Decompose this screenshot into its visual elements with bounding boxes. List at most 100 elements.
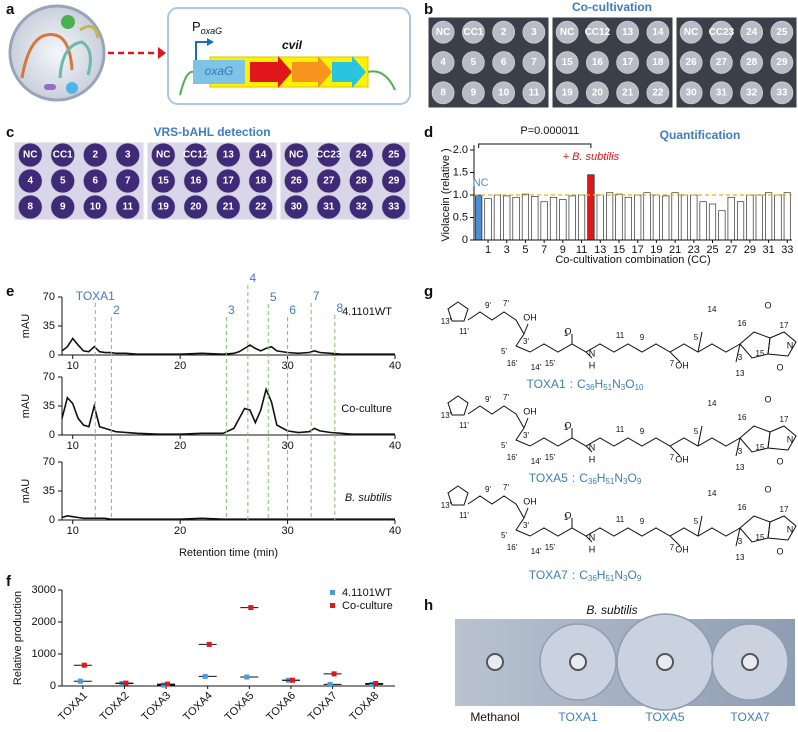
well	[709, 81, 733, 105]
well	[17, 168, 43, 194]
atom-label: 13	[736, 369, 745, 378]
separator: :	[572, 568, 575, 582]
bar	[568, 195, 576, 241]
peak-label: TOXA1	[76, 289, 115, 303]
well	[50, 194, 76, 220]
well-label: 31	[716, 87, 728, 98]
well	[17, 142, 43, 168]
chart-title: Quantification	[660, 128, 741, 142]
x-axis-label: Co-cultivation combination (CC)	[555, 254, 710, 266]
x-tick-label: 20	[174, 525, 186, 537]
bar	[727, 196, 735, 241]
well-label: 22	[255, 202, 267, 213]
well-label: CC1	[53, 150, 73, 161]
x-tick-label: 23	[688, 244, 700, 256]
well-label: 8	[440, 87, 446, 98]
well-label: 24	[356, 150, 368, 161]
well	[248, 142, 274, 168]
atom-label: 14'	[531, 547, 542, 556]
atom-label: 17	[780, 415, 789, 424]
atom-label: 9'	[485, 485, 491, 494]
legend-marker	[330, 590, 335, 595]
y-tick-label: 1.0	[453, 189, 468, 201]
atom-label: 15'	[545, 359, 556, 368]
gene-arrow	[292, 56, 332, 88]
atom-label: 9'	[485, 395, 491, 404]
atom-label: 5	[694, 517, 699, 526]
promoter-sub: oxaG	[201, 26, 223, 36]
well-label: 21	[622, 87, 634, 98]
formula-element: C	[577, 377, 586, 391]
well-label: 15	[562, 57, 574, 68]
peak-label: 4	[249, 271, 256, 285]
bar	[634, 194, 642, 241]
atom-label: 14'	[531, 363, 542, 372]
x-tick-label: 31	[762, 244, 774, 256]
well	[492, 51, 516, 74]
well-label: CC12	[585, 27, 611, 38]
well-label: 33	[776, 87, 788, 98]
well-label: 29	[776, 57, 788, 68]
panel-letter: d	[424, 124, 433, 141]
well	[283, 142, 309, 168]
well	[115, 194, 141, 220]
atom-label: 16'	[507, 359, 518, 368]
well	[522, 20, 546, 44]
y-tick-label: 0	[49, 514, 55, 526]
y-tick-label: 35	[43, 400, 55, 412]
well	[585, 51, 609, 74]
atom-label: OH	[523, 496, 537, 506]
x-tick-label: TOXA1	[56, 690, 90, 724]
well-label: 18	[255, 176, 267, 187]
formula-count: 51	[603, 383, 612, 392]
bar	[774, 194, 782, 241]
well-label: 17	[622, 57, 634, 68]
series-label: B. subtilis	[345, 492, 393, 504]
well	[248, 194, 274, 220]
formula: TOXA5: C36H51N3O9	[529, 471, 642, 486]
well	[461, 20, 485, 44]
x-tick-label: 20	[174, 440, 186, 452]
bar	[699, 201, 707, 241]
well	[522, 51, 546, 74]
atom-label: N	[589, 532, 596, 542]
panel-title: Co-cultivation	[572, 0, 652, 14]
p-value: P=0.000011	[520, 125, 579, 137]
formula-count: 51	[605, 477, 614, 486]
atom-label: 15'	[545, 453, 556, 462]
well	[656, 653, 674, 671]
dot	[248, 605, 254, 611]
well	[522, 81, 546, 105]
well-label: 27	[323, 176, 335, 187]
x-tick-label: 10	[67, 360, 79, 372]
y-tick-label: 0	[49, 349, 55, 361]
y-axis-label: mAU	[20, 394, 32, 419]
well-label: CC23	[709, 27, 735, 38]
atom-label: 16	[738, 503, 747, 512]
colony	[44, 84, 56, 90]
well-label: 9	[60, 202, 66, 213]
well	[115, 168, 141, 194]
atom-label: 13	[736, 553, 745, 562]
well-label: NC	[23, 150, 37, 161]
formula-element: N	[614, 471, 623, 485]
well	[492, 81, 516, 105]
bond	[735, 437, 741, 457]
dot	[331, 671, 337, 677]
well-label: 6	[92, 176, 98, 187]
well-label: NC	[684, 27, 698, 38]
y-tick-label: 2000	[32, 616, 56, 628]
formula-element: H	[595, 377, 604, 391]
formula-element: H	[597, 568, 606, 582]
well	[616, 81, 640, 105]
promoter-base: P	[192, 19, 201, 34]
x-tick-label: TOXA3	[139, 690, 173, 724]
well	[316, 142, 342, 168]
well	[150, 168, 176, 194]
well	[770, 20, 794, 44]
y-axis-label: mAU	[20, 314, 32, 339]
well	[770, 51, 794, 74]
well	[50, 168, 76, 194]
well	[461, 51, 485, 74]
